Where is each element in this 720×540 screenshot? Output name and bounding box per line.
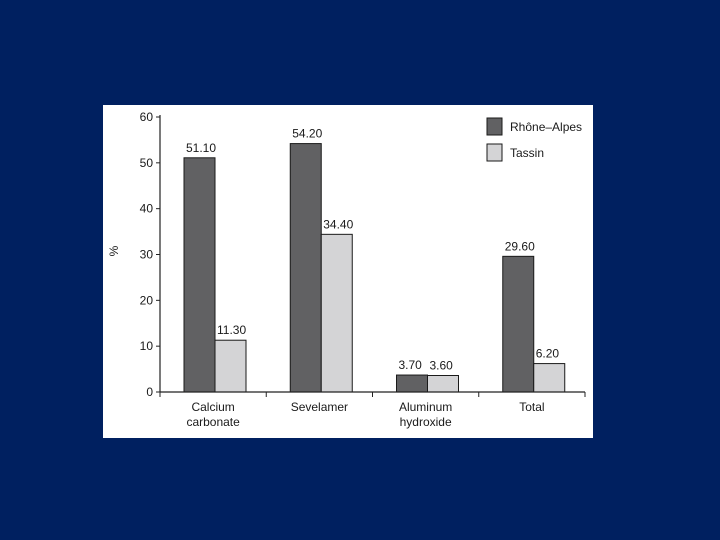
x-category-label-line: hydroxide xyxy=(400,415,452,429)
y-tick-label: 20 xyxy=(140,293,154,307)
bar xyxy=(396,374,428,393)
x-category-label-line: Total xyxy=(519,400,544,414)
legend-swatch xyxy=(486,143,503,162)
bar-chart: % 51.10 11.30 54.20 34.40 3.70 3.60 29.60 6.20 0… xyxy=(107,110,586,429)
y-tick-label: 30 xyxy=(140,248,154,262)
legend-label: Rhône–Alpes xyxy=(510,120,582,134)
bar xyxy=(183,157,216,393)
bar-value-label: 34.40 xyxy=(323,217,353,231)
x-category-label: Calcium carbonate xyxy=(186,400,240,429)
bar-value-label: 3.60 xyxy=(430,359,454,373)
y-tick-label: 60 xyxy=(140,110,154,124)
x-category-label: Aluminum hydroxide xyxy=(399,400,452,429)
bar xyxy=(289,143,322,393)
bar xyxy=(320,233,353,393)
y-tick-label: 50 xyxy=(140,156,154,170)
x-category-label-line: carbonate xyxy=(186,415,240,429)
bar xyxy=(533,363,566,393)
bar-value-label: 29.60 xyxy=(505,239,535,253)
y-tick-label: 10 xyxy=(140,339,154,353)
bar xyxy=(427,375,459,393)
x-category-label: Sevelamer xyxy=(291,400,348,414)
y-tick-label: 0 xyxy=(146,385,153,399)
legend-swatch xyxy=(486,117,503,136)
bar-value-label: 51.10 xyxy=(186,141,216,155)
x-category-label-line: Calcium xyxy=(191,400,234,414)
bar-value-label: 54.20 xyxy=(292,127,322,141)
x-category-label-line: Aluminum xyxy=(399,400,452,414)
bar-value-label: 6.20 xyxy=(536,347,560,361)
bar-value-label: 3.70 xyxy=(399,358,423,372)
chart-panel: % 51.10 11.30 54.20 34.40 3.70 3.60 29.60 6.20 0… xyxy=(103,105,593,438)
x-category-label: Total xyxy=(519,400,544,414)
bar xyxy=(214,339,247,393)
y-tick-label: 40 xyxy=(140,202,154,216)
bar xyxy=(502,255,535,393)
legend-label: Tassin xyxy=(510,146,544,160)
y-axis-label: % xyxy=(107,245,121,256)
bar-value-label: 11.30 xyxy=(217,323,246,337)
x-category-label-line: Sevelamer xyxy=(291,400,348,414)
